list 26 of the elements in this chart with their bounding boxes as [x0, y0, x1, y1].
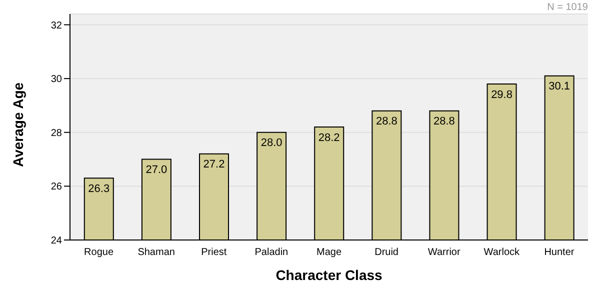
y-tick-label: 32	[50, 20, 62, 32]
data-label: 27.2	[203, 158, 225, 171]
data-label: 28.0	[260, 137, 282, 150]
y-tick-label: 26	[50, 182, 62, 193]
x-tick-label: Mage	[316, 247, 342, 258]
data-label: 28.2	[318, 132, 340, 144]
y-tick-label: 30	[50, 74, 62, 86]
x-axis-title: Character Class	[276, 267, 383, 283]
data-label: 29.8	[491, 88, 512, 101]
x-tick-label: Warlock	[484, 247, 521, 258]
data-label: 26.3	[88, 182, 110, 195]
data-label: 27.0	[146, 164, 168, 176]
y-tick-label: 24	[50, 236, 62, 247]
x-tick-label: Druid	[374, 247, 399, 258]
y-axis-title: Average Age	[10, 82, 26, 167]
data-label: 28.8	[434, 116, 455, 128]
x-tick-label: Hunter	[544, 247, 575, 258]
x-tick-label: Paladin	[254, 247, 288, 258]
x-tick-label: Rogue	[84, 247, 114, 258]
x-tick-label: Warrior	[428, 247, 461, 258]
text: N = 1019	[547, 2, 588, 13]
x-tick-label: Shaman	[138, 247, 175, 258]
y-tick-label: 28	[50, 128, 62, 139]
data-label: 30.1	[548, 80, 570, 93]
data-label: 28.8	[376, 116, 398, 128]
x-tick-label: Priest	[201, 247, 227, 258]
